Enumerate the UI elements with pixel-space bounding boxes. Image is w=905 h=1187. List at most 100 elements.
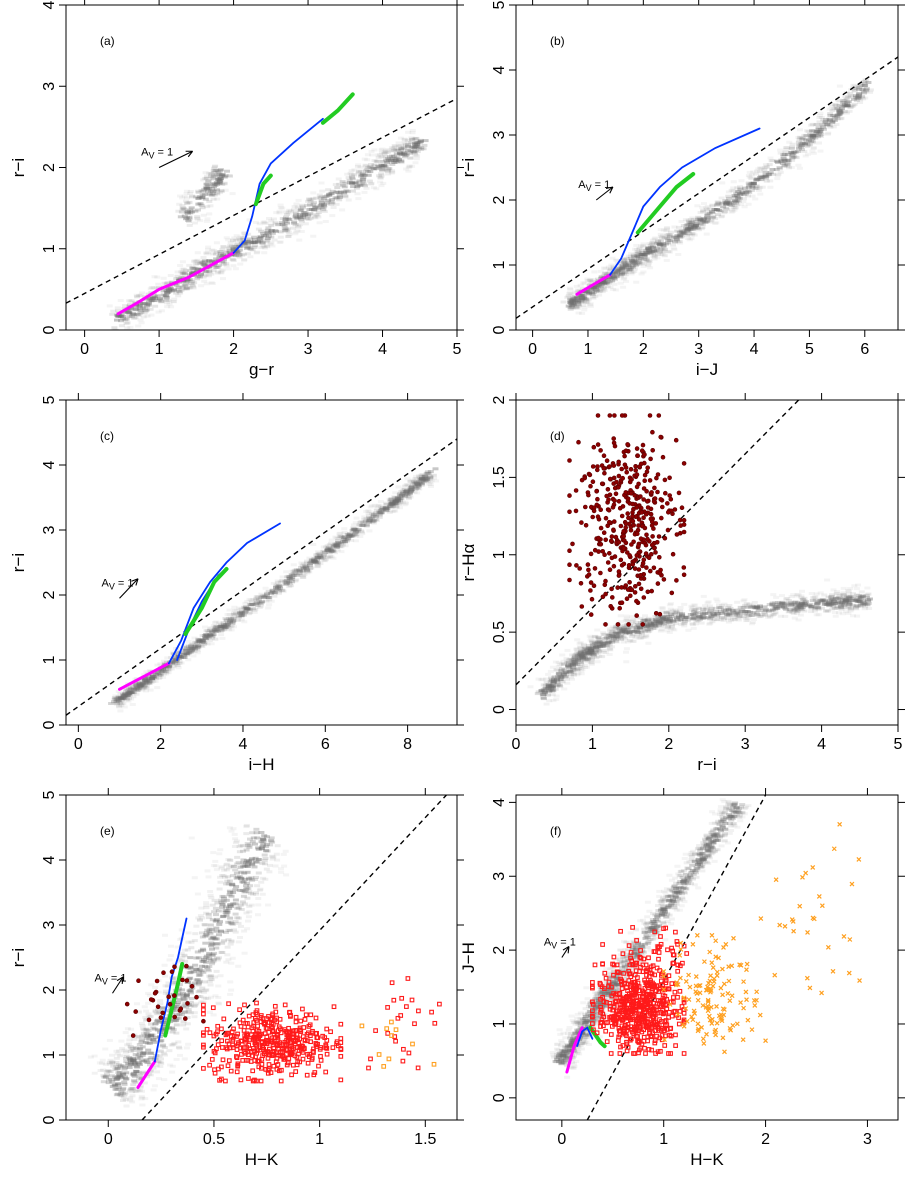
x-tick-label: 0: [512, 736, 521, 753]
cloud-cell: [183, 189, 190, 193]
cloud-cell: [211, 174, 218, 178]
cloud-cell: [194, 277, 201, 281]
cloud-cell: [545, 685, 552, 688]
cloud-cell: [718, 606, 725, 610]
cloud-cell: [571, 668, 578, 672]
cloud-cell: [297, 215, 304, 219]
cloud-cell: [750, 611, 757, 614]
cloud-cell: [548, 677, 555, 681]
cloud-cell: [703, 607, 710, 611]
cloud-cell: [620, 628, 627, 632]
cloud-cell: [801, 599, 808, 603]
cloud-cell: [297, 216, 304, 219]
cloud-cell: [370, 521, 377, 525]
cloud-cell: [417, 140, 424, 144]
cloud-cell: [338, 541, 345, 545]
cloud-cell: [215, 170, 222, 174]
cloud-cell: [189, 642, 196, 646]
y-tick-label: 1: [41, 655, 58, 664]
cloud-cell: [804, 141, 811, 145]
cloud-cell: [285, 234, 292, 238]
cloud-cell: [630, 618, 636, 622]
cloud-cell: [731, 613, 738, 617]
cloud-cell: [151, 294, 158, 298]
cloud-cell: [388, 497, 395, 501]
cloud-cell: [336, 182, 343, 186]
cloud-cell: [620, 260, 627, 264]
cloud-cell: [557, 685, 564, 689]
cloud-cell: [127, 691, 134, 694]
cloud-cell: [227, 920, 234, 924]
cloud-cell: [427, 476, 434, 479]
cloud-cell: [852, 606, 859, 610]
cloud-cell: [379, 168, 386, 172]
cloud-cell: [123, 698, 130, 702]
cloud-cell: [825, 131, 832, 135]
cloud-cell: [694, 226, 701, 230]
cloud-cell: [342, 535, 348, 539]
cloud-cell: [318, 199, 325, 203]
cloud-cell: [725, 620, 732, 624]
cloud-cell: [136, 682, 143, 686]
cloud-cell: [740, 200, 747, 204]
cloud-cell: [106, 1038, 113, 1042]
cloud-cell: [790, 612, 797, 616]
cloud-cell: [574, 654, 581, 658]
cloud-cell: [791, 608, 798, 612]
cloud-cell: [404, 144, 411, 148]
cloud-cell: [617, 281, 624, 285]
cloud-cell: [277, 206, 284, 210]
cloud-cell: [125, 692, 132, 696]
cloud-cell: [809, 136, 816, 140]
cloud-cell: [688, 604, 695, 608]
cloud-cell: [541, 697, 547, 701]
cloud-cell: [189, 195, 196, 199]
cloud-cell: [241, 605, 247, 609]
data-point: [640, 442, 646, 448]
cloud-cell: [834, 605, 841, 609]
cloud-cell: [143, 670, 150, 674]
cloud-cell: [265, 231, 272, 235]
cloud-cell: [403, 167, 410, 171]
data-point: [655, 581, 661, 586]
cloud-cell: [380, 508, 387, 511]
cloud-cell: [614, 634, 621, 638]
cloud-cell: [594, 646, 601, 650]
cloud-cell: [670, 243, 676, 247]
data-point: [606, 507, 612, 513]
data-point: [642, 478, 648, 484]
cloud-cell: [715, 200, 722, 204]
cloud-cell: [398, 497, 405, 501]
cloud-cell: [343, 189, 350, 193]
cloud-cell: [686, 221, 693, 225]
cloud-cell: [276, 211, 283, 215]
data-point: [625, 496, 631, 502]
cloud-cell: [798, 142, 805, 146]
cloud-cell: [302, 222, 309, 226]
data-point: [649, 542, 655, 548]
cloud-cell: [625, 627, 632, 631]
cloud-cell: [845, 600, 852, 604]
cloud-cell: [222, 626, 229, 629]
cloud-cell: [597, 280, 604, 284]
cloud-cell: [810, 596, 817, 600]
cloud-cell: [349, 534, 356, 538]
cloud-cell: [363, 523, 370, 527]
cloud-cell: [178, 288, 185, 292]
cloud-cell: [809, 129, 816, 132]
cloud-cell: [729, 208, 736, 212]
cloud-cell: [691, 608, 698, 612]
cloud-cell: [263, 599, 270, 603]
cloud-cell: [548, 679, 555, 682]
cloud-cell: [606, 268, 613, 272]
cloud-cell: [671, 235, 678, 239]
cloud-cell: [411, 137, 418, 141]
cloud-cell: [831, 611, 838, 614]
cloud-cell: [213, 628, 220, 631]
cloud-cell: [751, 600, 758, 604]
cloud-cell: [618, 637, 625, 641]
cloud-cell: [124, 693, 131, 697]
cloud-cell: [193, 647, 200, 651]
cloud-cell: [291, 221, 297, 225]
cloud-cell: [168, 289, 175, 293]
